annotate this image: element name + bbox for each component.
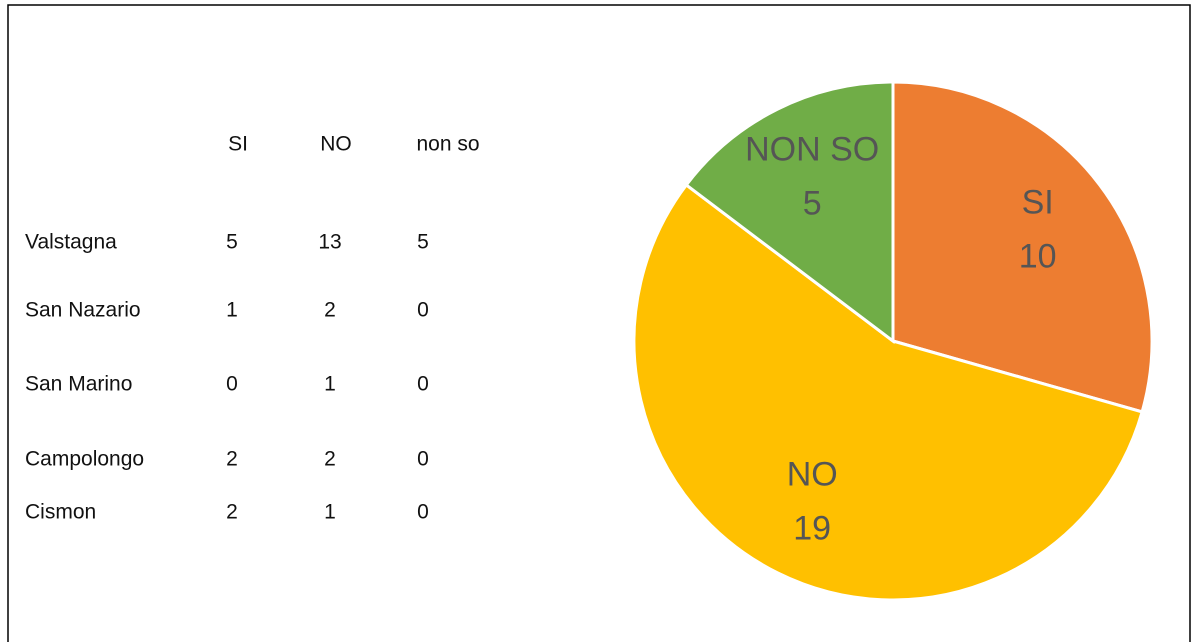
slice-value: 19	[793, 509, 831, 547]
cell: 2	[226, 501, 238, 524]
pie-slice	[632, 182, 1144, 602]
cell: 0	[417, 501, 429, 524]
row-name: San Marino	[25, 373, 132, 396]
cell: 1	[324, 373, 336, 396]
slice-value: 5	[803, 185, 822, 223]
row-name: San Nazario	[25, 299, 141, 322]
cell: 2	[324, 448, 336, 471]
cell: 0	[417, 299, 429, 322]
cell: 0	[417, 448, 429, 471]
cell: 2	[226, 448, 238, 471]
cell: 1	[324, 501, 336, 524]
cell: 5	[417, 231, 429, 254]
column-header: SI	[228, 133, 248, 156]
column-header: NO	[320, 133, 352, 156]
cell: 0	[417, 373, 429, 396]
cell: 1	[226, 299, 238, 322]
pie-slice	[891, 80, 1154, 414]
cell: 5	[226, 231, 238, 254]
row-name: Valstagna	[25, 231, 117, 254]
pie-slice	[684, 80, 895, 345]
cell: 0	[226, 373, 238, 396]
cell: 13	[318, 231, 341, 254]
slice-category: NO	[787, 455, 838, 493]
cell: 2	[324, 299, 336, 322]
row-name: Cismon	[25, 501, 96, 524]
slice-category: SI	[1022, 184, 1054, 222]
column-header: non so	[416, 133, 479, 156]
frame	[7, 4, 1191, 642]
row-name: Campolongo	[25, 448, 144, 471]
slice-value: 10	[1019, 238, 1057, 276]
slice-category: NON SO	[745, 131, 879, 169]
